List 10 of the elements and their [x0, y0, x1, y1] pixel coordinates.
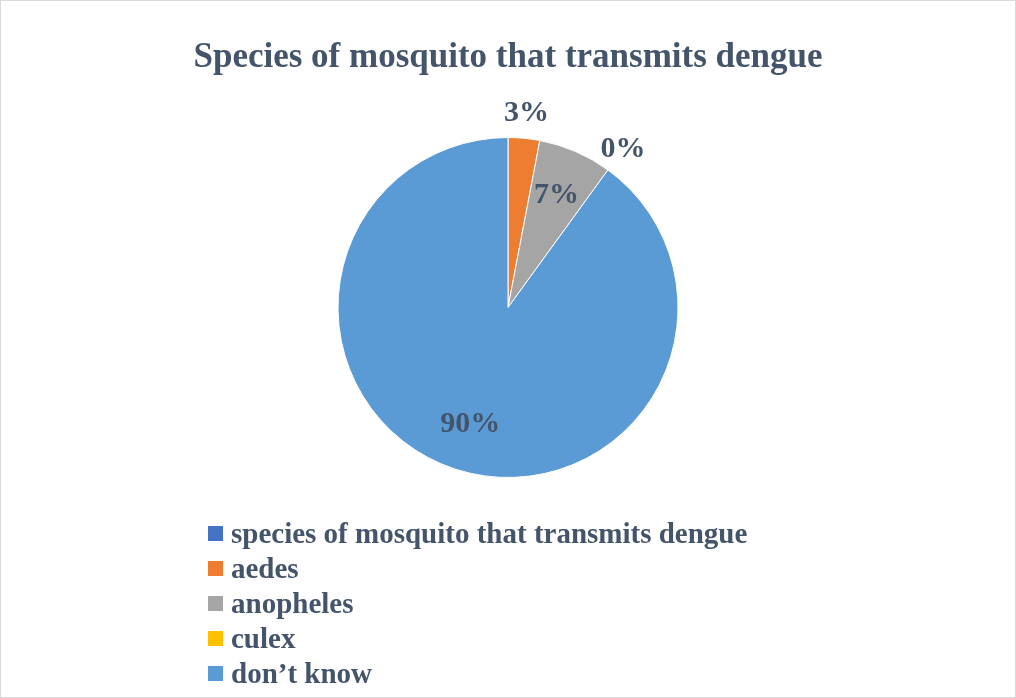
legend-label: culex [231, 622, 296, 655]
data-label: 90% [440, 404, 501, 438]
data-label: 3% [503, 93, 549, 127]
legend-label: aedes [231, 552, 299, 585]
text: 0% [600, 130, 646, 164]
data-label: 7% [534, 175, 580, 209]
chart-title: Species of mosquito that transmits dengue [193, 36, 823, 76]
legend-label: anopheles [231, 587, 354, 620]
legend-label: don’t know [231, 657, 373, 690]
legend-label: species of mosquito that transmits dengue [231, 517, 748, 550]
